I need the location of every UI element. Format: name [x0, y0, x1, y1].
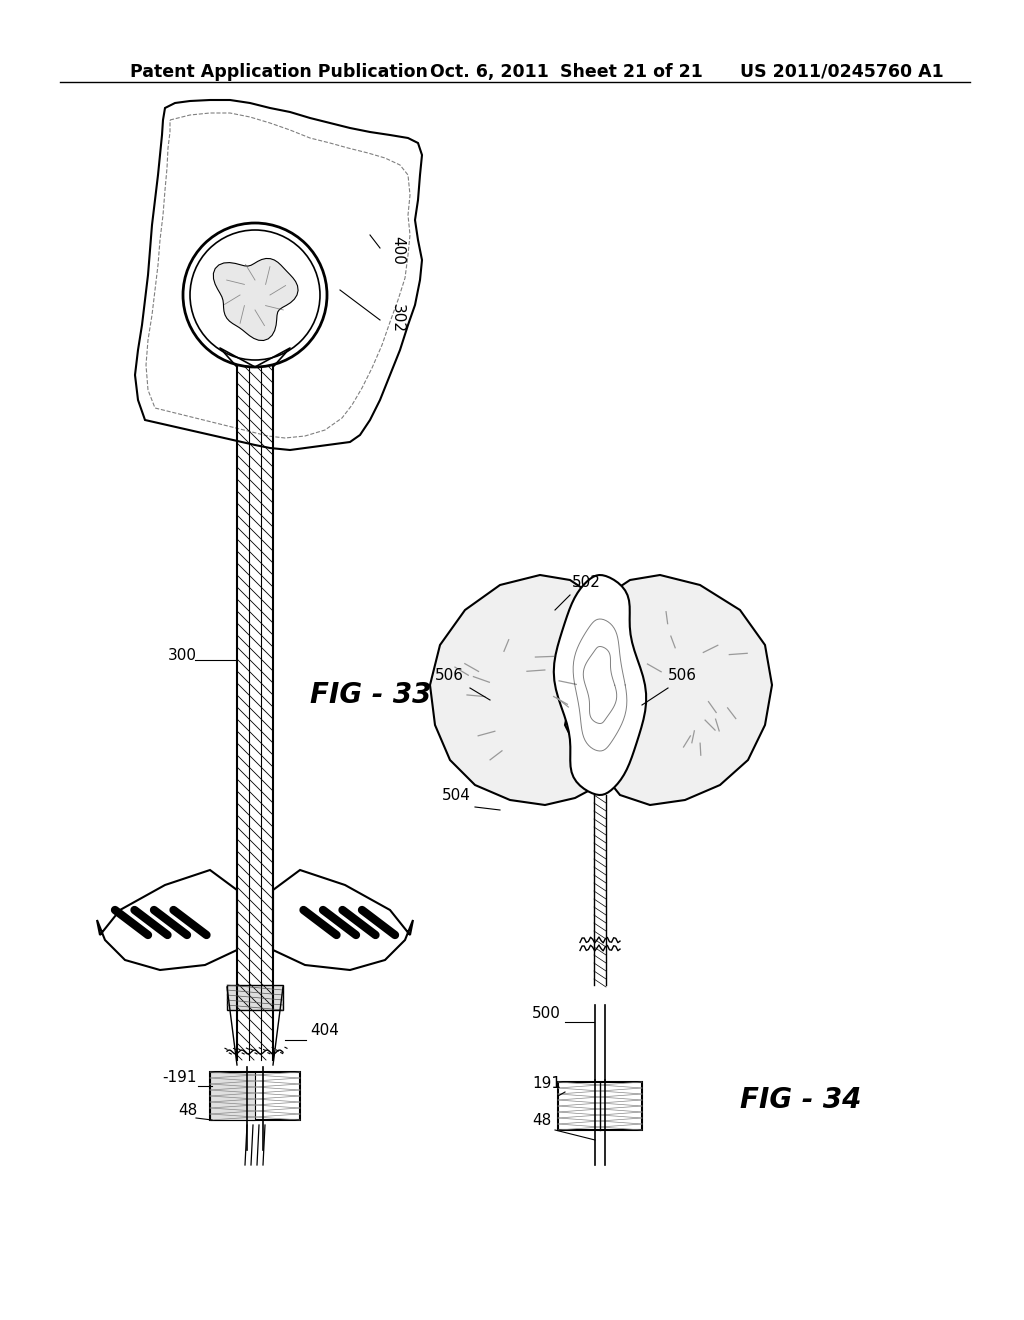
Text: 502: 502: [572, 576, 601, 590]
Text: FIG - 34: FIG - 34: [740, 1086, 861, 1114]
Text: 48: 48: [178, 1104, 198, 1118]
Polygon shape: [554, 576, 646, 795]
Polygon shape: [605, 576, 772, 805]
Circle shape: [183, 223, 327, 367]
Text: FIG - 33: FIG - 33: [310, 681, 431, 709]
Polygon shape: [213, 259, 298, 341]
Polygon shape: [273, 870, 413, 970]
Text: 191: 191: [532, 1076, 561, 1092]
Text: Patent Application Publication: Patent Application Publication: [130, 63, 428, 81]
Text: 300: 300: [168, 648, 197, 663]
Bar: [210, 1072, 255, 1119]
Bar: [210, 1072, 300, 1119]
Text: -191: -191: [162, 1071, 197, 1085]
Polygon shape: [135, 100, 422, 450]
Text: 48: 48: [532, 1113, 551, 1129]
Text: Sheet 21 of 21: Sheet 21 of 21: [560, 63, 702, 81]
Bar: [227, 985, 283, 1010]
Text: 500: 500: [532, 1006, 561, 1020]
Text: 506: 506: [668, 668, 697, 682]
Polygon shape: [430, 576, 595, 805]
Text: 302: 302: [390, 304, 406, 333]
Circle shape: [190, 230, 319, 360]
Text: 506: 506: [435, 668, 464, 682]
Text: 404: 404: [310, 1023, 339, 1038]
Polygon shape: [97, 870, 237, 970]
Text: 504: 504: [442, 788, 471, 803]
Text: US 2011/0245760 A1: US 2011/0245760 A1: [740, 63, 944, 81]
Text: Oct. 6, 2011: Oct. 6, 2011: [430, 63, 549, 81]
Bar: [558, 1082, 642, 1130]
Text: 400: 400: [390, 236, 406, 265]
